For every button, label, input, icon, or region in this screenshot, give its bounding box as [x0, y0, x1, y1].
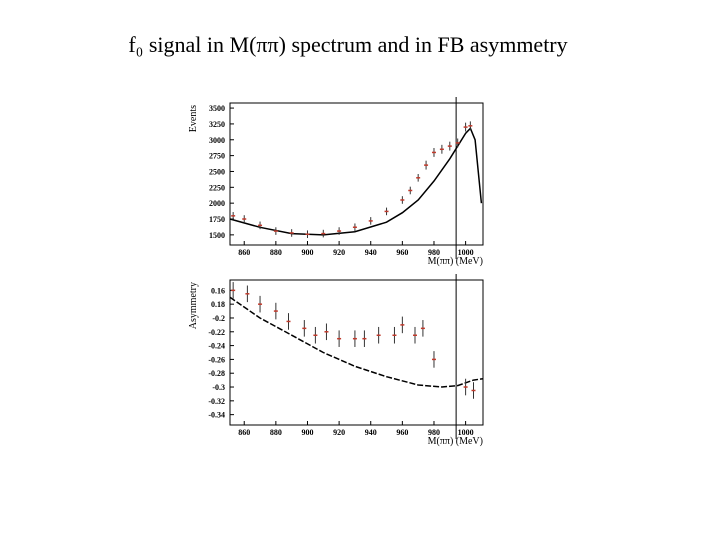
y-tick-label: 2500 [209, 167, 225, 176]
x-axis-label: M(ππ) (MeV) [428, 436, 483, 447]
x-tick-label: 880 [270, 248, 282, 257]
y-axis-label: Asymmetry [188, 282, 199, 329]
y-tick-label: -0.22 [208, 328, 225, 337]
x-tick-label: 860 [238, 428, 250, 437]
x-tick-label: 920 [333, 248, 345, 257]
y-tick-label: -0.26 [208, 355, 225, 364]
x-tick-label: 980 [428, 248, 440, 257]
x-tick-label: 900 [301, 428, 313, 437]
x-tick-label: 880 [270, 428, 282, 437]
y-tick-label: -0.24 [208, 342, 225, 351]
y-tick-label: -0.3 [212, 383, 225, 392]
x-axis-label: M(ππ) (MeV) [428, 256, 483, 267]
x-tick-label: 900 [301, 248, 313, 257]
y-axis-label: Events [188, 105, 199, 132]
slide-title: f₀ signal in M(ππ) spectrum and in FB as… [128, 32, 567, 57]
y-tick-label: -0.28 [208, 369, 225, 378]
y-tick-label: -0.34 [208, 411, 225, 420]
x-tick-label: 940 [365, 248, 377, 257]
y-tick-label: -0.2 [212, 314, 225, 323]
y-tick-label: 3250 [209, 120, 225, 129]
y-tick-label: 3500 [209, 104, 225, 113]
y-tick-label: 0.16 [211, 286, 225, 295]
plot-frame [229, 279, 484, 426]
x-tick-label: 960 [396, 428, 408, 437]
x-tick-label: 1000 [458, 428, 474, 437]
fit-curve [229, 296, 484, 388]
x-tick-label: 980 [428, 428, 440, 437]
fit-curve [229, 127, 483, 236]
y-tick-label: 1500 [209, 231, 225, 240]
y-tick-label: 2750 [209, 152, 225, 161]
y-tick-label: -0.32 [208, 397, 225, 406]
y-tick-label: 1750 [209, 215, 225, 224]
x-tick-label: 940 [365, 428, 377, 437]
y-tick-label: 0.18 [211, 300, 225, 309]
plot-frame [229, 102, 484, 246]
x-tick-label: 920 [333, 428, 345, 437]
y-tick-label: 2250 [209, 183, 225, 192]
x-tick-label: 860 [238, 248, 250, 257]
x-tick-label: 1000 [458, 248, 474, 257]
y-tick-label: 3000 [209, 136, 225, 145]
x-tick-label: 960 [396, 248, 408, 257]
y-tick-label: 2000 [209, 199, 225, 208]
